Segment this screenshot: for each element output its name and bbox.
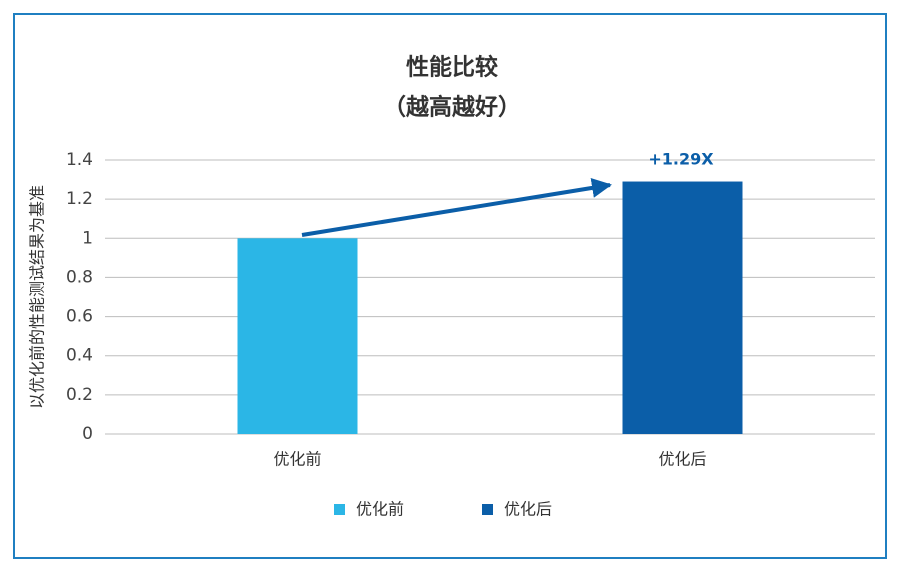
y-tick-label: 0.8	[66, 267, 93, 287]
y-tick-label: 1.2	[66, 189, 93, 209]
x-tick-label: 优化后	[658, 450, 706, 469]
y-axis-label: 以优化前的性能测试结果为基准	[28, 185, 47, 409]
y-tick-label: 1	[82, 228, 93, 248]
legend-swatch	[334, 504, 345, 515]
y-tick-label: 0.4	[66, 346, 93, 366]
y-tick-label: 0.2	[66, 385, 93, 405]
legend-label: 优化前	[356, 500, 404, 519]
y-tick-label: 1.4	[66, 150, 93, 170]
legend-label: 优化后	[504, 500, 552, 519]
y-tick-label: 0	[82, 424, 93, 444]
chart-title: 性能比较	[406, 54, 498, 81]
y-tick-label: 0.6	[66, 307, 93, 327]
annotation: +1.29X	[648, 150, 714, 169]
bar	[237, 238, 358, 434]
x-tick-label: 优化前	[273, 450, 321, 469]
bar	[622, 181, 743, 434]
arrow	[301, 178, 612, 237]
chart-subtitle: （越高越好）	[383, 94, 521, 121]
legend-swatch	[482, 504, 493, 515]
